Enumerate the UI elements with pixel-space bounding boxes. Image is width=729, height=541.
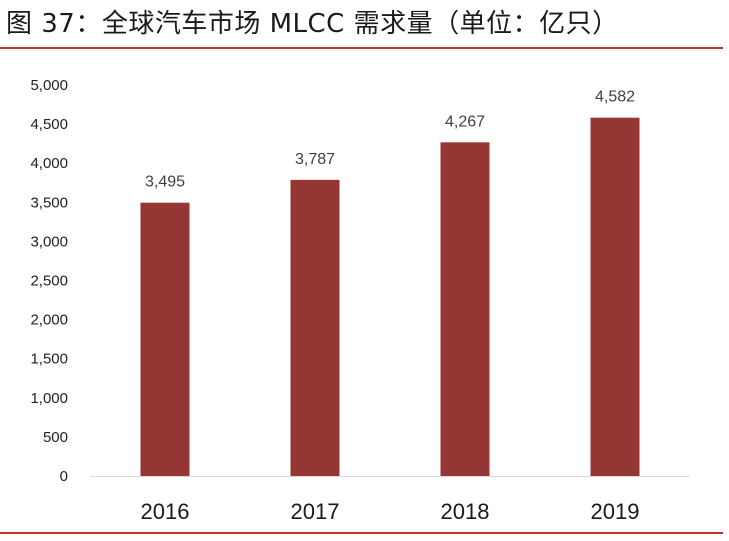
x-axis-category-labels: 2016 2017 2018 2019	[141, 499, 640, 524]
data-label-2018: 4,267	[445, 113, 485, 130]
y-tick-label: 1,500	[30, 351, 68, 368]
y-tick-label: 3,500	[30, 194, 68, 211]
y-axis-tick-labels: 0 500 1,000 1,500 2,000 2,500 3,000 3,500 4,000 4…	[30, 77, 68, 485]
bars	[140, 117, 640, 477]
y-tick-label: 4,500	[30, 116, 68, 133]
y-tick-label: 1,000	[30, 390, 68, 407]
data-label-2017: 3,787	[295, 151, 335, 168]
y-tick-label: 2,500	[30, 273, 68, 290]
bar-2017	[290, 179, 340, 476]
y-tick-label: 4,000	[30, 155, 68, 172]
y-tick-label: 3,000	[30, 233, 68, 250]
x-category-label-2019: 2019	[591, 499, 640, 524]
y-tick-label: 0	[60, 468, 68, 485]
x-category-label-2016: 2016	[141, 499, 190, 524]
y-tick-label: 2,000	[30, 312, 68, 329]
x-category-label-2018: 2018	[441, 499, 490, 524]
y-tick-label: 5,000	[30, 77, 68, 94]
bar-2018	[440, 142, 490, 476]
y-tick-label: 500	[43, 429, 68, 446]
figure-title: 图 37：全球汽车市场 MLCC 需求量（单位：亿只）	[6, 9, 619, 39]
data-labels: 3,495 3,787 4,267 4,582	[145, 89, 635, 191]
title-divider	[0, 47, 723, 49]
data-label-2019: 4,582	[595, 89, 635, 106]
data-label-2016: 3,495	[145, 174, 185, 191]
footer-divider	[0, 532, 723, 534]
x-category-label-2017: 2017	[291, 499, 340, 524]
bar-2019	[590, 117, 640, 477]
bar-2016	[140, 202, 190, 477]
